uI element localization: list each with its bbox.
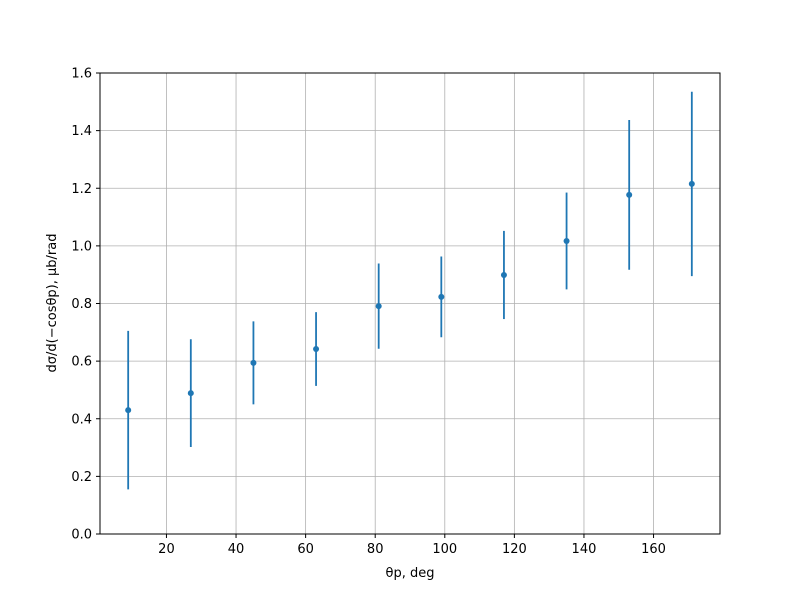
data-point bbox=[250, 359, 257, 366]
data-point bbox=[500, 271, 507, 278]
data-point bbox=[125, 407, 132, 414]
x-tick-label: 140 bbox=[572, 542, 597, 557]
y-tick-label: 0.2 bbox=[71, 470, 92, 485]
x-tick-label: 120 bbox=[502, 542, 527, 557]
data-point bbox=[688, 180, 695, 187]
y-tick-label: 0.0 bbox=[71, 528, 92, 543]
data-point bbox=[563, 237, 570, 244]
x-tick-label: 100 bbox=[432, 542, 457, 557]
y-tick-label: 0.8 bbox=[71, 297, 92, 312]
data-point bbox=[626, 191, 633, 198]
y-tick-label: 0.6 bbox=[71, 355, 92, 370]
data-point bbox=[438, 293, 445, 300]
y-axis-label: dσ/d(−cosθp), µb/rad bbox=[45, 234, 60, 373]
data-point bbox=[187, 390, 194, 397]
x-tick-label: 160 bbox=[641, 542, 666, 557]
x-tick-label: 60 bbox=[297, 542, 314, 557]
plot-frame bbox=[99, 72, 721, 535]
y-tick-label: 1.0 bbox=[71, 239, 92, 254]
y-tick-label: 1.6 bbox=[71, 67, 92, 82]
y-tick-label: 0.4 bbox=[71, 412, 92, 427]
y-tick-label: 1.4 bbox=[71, 124, 92, 139]
x-axis-label: θp, deg bbox=[386, 566, 435, 581]
x-tick-label: 80 bbox=[367, 542, 384, 557]
data-point bbox=[375, 303, 382, 310]
data-point bbox=[313, 346, 320, 353]
x-tick-label: 40 bbox=[228, 542, 245, 557]
x-tick-label: 20 bbox=[158, 542, 175, 557]
y-tick-label: 1.2 bbox=[71, 182, 92, 197]
